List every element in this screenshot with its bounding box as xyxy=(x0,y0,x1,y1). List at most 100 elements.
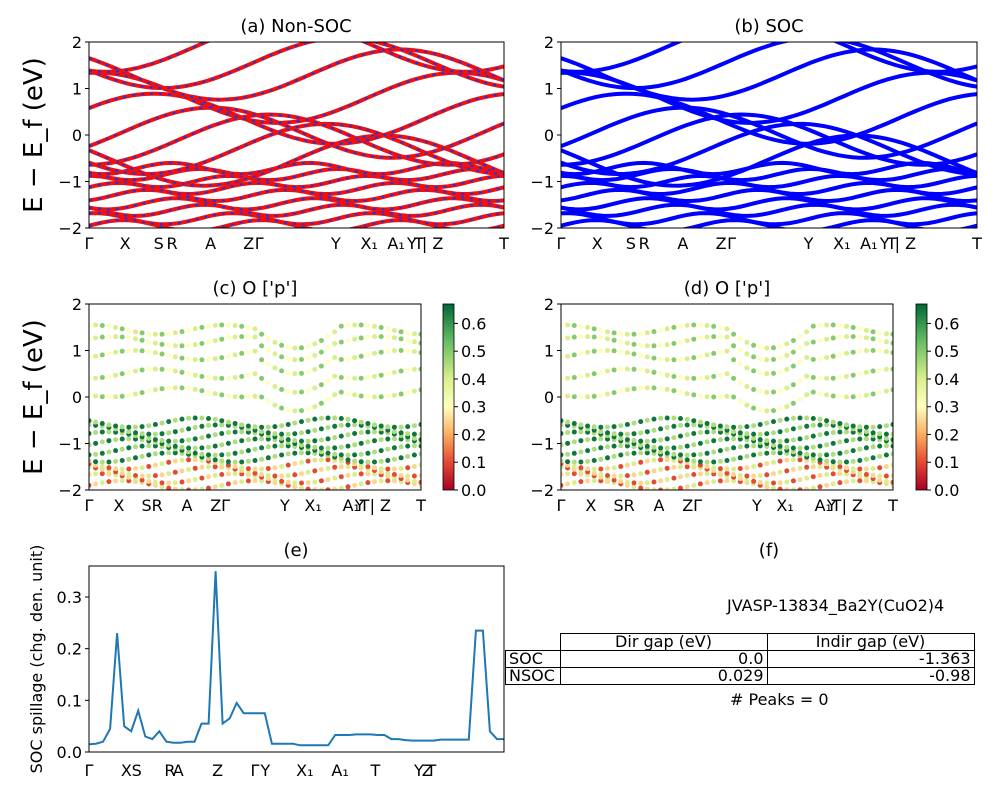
projection-dot xyxy=(305,343,311,349)
projection-dot xyxy=(279,443,285,449)
projection-dot xyxy=(757,443,763,449)
projection-dot xyxy=(338,464,344,470)
x-tick-label: Y | Z xyxy=(826,496,863,515)
projection-dot xyxy=(585,458,591,464)
projection-dot xyxy=(239,459,245,465)
projection-dot xyxy=(378,325,384,330)
projection-dot xyxy=(186,437,192,443)
projection-dot xyxy=(890,451,893,457)
projection-dot xyxy=(704,429,710,435)
projection-dot xyxy=(744,473,750,479)
projection-dot xyxy=(146,349,152,355)
projection-dot xyxy=(398,368,404,374)
projection-dot xyxy=(106,471,112,477)
projection-dot xyxy=(172,480,178,486)
projection-dot xyxy=(146,423,152,429)
projection-dot xyxy=(299,408,304,414)
projection-dot xyxy=(252,393,258,399)
projection-dot xyxy=(830,430,836,435)
projection-dot xyxy=(585,448,591,454)
projection-dot xyxy=(99,334,105,340)
projection-dot xyxy=(411,443,417,449)
projection-dot xyxy=(644,458,650,464)
projection-dot xyxy=(378,394,384,400)
projection-dot xyxy=(166,331,172,337)
colorbar-d xyxy=(915,303,928,491)
projection-dot xyxy=(571,439,577,445)
projection-dot xyxy=(837,334,843,340)
projection-dot xyxy=(737,361,743,367)
projection-dot xyxy=(358,430,364,435)
projection-dot xyxy=(252,458,258,463)
projection-dot xyxy=(166,352,172,358)
projection-dot xyxy=(245,423,251,429)
projection-dot xyxy=(113,334,119,340)
projection-dot xyxy=(139,348,145,354)
projection-dot xyxy=(671,341,677,346)
projection-dot xyxy=(830,440,836,446)
projection-dot xyxy=(159,331,165,337)
projection-dot xyxy=(398,473,404,478)
projection-dot xyxy=(863,335,869,341)
projection-dot xyxy=(737,444,743,450)
projection-dot xyxy=(332,475,338,481)
projection-dot xyxy=(285,479,291,485)
band-line xyxy=(561,202,977,218)
projection-dot xyxy=(345,484,351,490)
projection-dot xyxy=(418,462,421,468)
x-tick-label: SR xyxy=(613,496,634,515)
projection-dot xyxy=(751,452,757,458)
projection-dot xyxy=(863,466,869,472)
projection-dot xyxy=(877,330,883,336)
projection-dot xyxy=(372,374,377,379)
band-line xyxy=(89,196,504,212)
projection-dot xyxy=(751,423,757,429)
projection-dot xyxy=(890,331,893,337)
projection-dot xyxy=(199,357,205,363)
projection-dot xyxy=(790,426,796,432)
projection-dot xyxy=(837,394,843,400)
projection-dot xyxy=(571,394,577,400)
projection-dot xyxy=(186,445,192,451)
projection-dot xyxy=(418,451,421,457)
projection-dot xyxy=(285,443,291,449)
projection-dot xyxy=(391,369,397,375)
projection-dot xyxy=(206,422,211,428)
projection-dot xyxy=(265,430,271,436)
projection-dot xyxy=(172,385,178,391)
projection-dot xyxy=(133,455,138,461)
projection-dot xyxy=(585,466,591,472)
projection-dot xyxy=(731,331,737,337)
projection-dot xyxy=(671,435,677,441)
projection-dot xyxy=(598,478,604,484)
projection-dot xyxy=(771,419,776,425)
projection-dot xyxy=(771,408,776,414)
projection-dot xyxy=(638,450,644,456)
projection-dot xyxy=(611,367,617,373)
projection-dot xyxy=(285,407,291,413)
projection-dot xyxy=(704,480,710,486)
projection-dot xyxy=(292,472,298,478)
projection-dot xyxy=(279,473,285,479)
projection-dot xyxy=(651,468,657,474)
projection-dot xyxy=(365,421,371,426)
table-row: SOC 0.0 -1.363 xyxy=(505,650,975,668)
projection-dot xyxy=(638,438,644,444)
projection-dot xyxy=(106,350,112,356)
projection-dot xyxy=(571,429,577,435)
band-line xyxy=(561,121,977,176)
projection-dot xyxy=(691,452,697,458)
projection-dot xyxy=(684,375,690,381)
projection-dot xyxy=(664,357,670,363)
projection-dot xyxy=(126,424,132,430)
y-tick-label: 0 xyxy=(544,126,554,145)
projection-dot xyxy=(372,429,377,435)
projection-dot xyxy=(764,357,770,363)
projection-dot xyxy=(206,375,211,380)
projection-dot xyxy=(265,444,271,450)
x-tick-label: Y xyxy=(751,496,762,515)
projection-dot xyxy=(325,425,331,430)
projection-dot xyxy=(119,446,125,452)
projection-dot xyxy=(844,374,849,379)
projection-dot xyxy=(704,464,710,470)
